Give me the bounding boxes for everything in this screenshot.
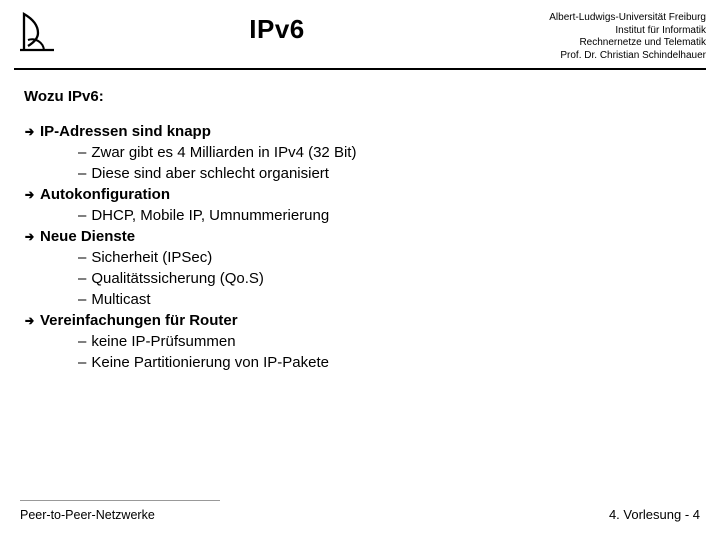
bullet-level-2: –Keine Partitionierung von IP-Pakete <box>24 354 696 371</box>
affiliation-block: Albert-Ludwigs-Universität Freiburg Inst… <box>496 10 706 62</box>
dash-icon: – <box>78 165 86 182</box>
dash-icon: – <box>78 291 86 308</box>
bullet-text: Multicast <box>91 291 150 308</box>
bullet-text: keine IP-Prüfsummen <box>91 333 235 350</box>
slide-footer: Peer-to-Peer-Netzwerke 4. Vorlesung - 4 <box>0 492 720 540</box>
bullet-level-2: –Multicast <box>24 291 696 308</box>
bullet-text: Diese sind aber schlecht organisiert <box>91 165 329 182</box>
bullet-level-1: Vereinfachungen für Router <box>24 312 696 329</box>
bullet-level-1: IP-Adressen sind knapp <box>24 123 696 140</box>
bullet-level-1: Neue Dienste <box>24 228 696 245</box>
dash-icon: – <box>78 270 86 287</box>
bullet-level-2: –Sicherheit (IPSec) <box>24 249 696 266</box>
slide-title: IPv6 <box>58 14 496 45</box>
bullet-level-2: –Qualitätssicherung (Qo.S) <box>24 270 696 287</box>
affil-line: Rechnernetze und Telematik <box>496 37 706 50</box>
affil-line: Albert-Ludwigs-Universität Freiburg <box>496 12 706 25</box>
title-area: IPv6 <box>58 10 496 45</box>
bullet-level-2: –DHCP, Mobile IP, Umnummerierung <box>24 207 696 224</box>
slide-content: Wozu IPv6: IP-Adressen sind knapp–Zwar g… <box>0 70 720 371</box>
affil-line: Institut für Informatik <box>496 25 706 38</box>
bullet-text: Zwar gibt es 4 Milliarden in IPv4 (32 Bi… <box>91 144 356 161</box>
slide-header: IPv6 Albert-Ludwigs-Universität Freiburg… <box>0 0 720 64</box>
section-title: Wozu IPv6: <box>24 88 696 105</box>
footer-left: Peer-to-Peer-Netzwerke <box>20 508 155 522</box>
dash-icon: – <box>78 354 86 371</box>
bullet-text: Keine Partitionierung von IP-Pakete <box>91 354 329 371</box>
affil-line: Prof. Dr. Christian Schindelhauer <box>496 50 706 63</box>
dash-icon: – <box>78 333 86 350</box>
dash-icon: – <box>78 249 86 266</box>
dash-icon: – <box>78 207 86 224</box>
footer-right: 4. Vorlesung - 4 <box>609 507 700 522</box>
bullet-level-2: –keine IP-Prüfsummen <box>24 333 696 350</box>
dash-icon: – <box>78 144 86 161</box>
bullet-level-2: –Diese sind aber schlecht organisiert <box>24 165 696 182</box>
bullet-level-2: –Zwar gibt es 4 Milliarden in IPv4 (32 B… <box>24 144 696 161</box>
bullet-text: Qualitätssicherung (Qo.S) <box>91 270 264 287</box>
university-logo <box>14 10 58 54</box>
bullet-text: Sicherheit (IPSec) <box>91 249 212 266</box>
footer-divider <box>20 500 220 501</box>
bullet-list: IP-Adressen sind knapp–Zwar gibt es 4 Mi… <box>24 123 696 371</box>
bullet-text: DHCP, Mobile IP, Umnummerierung <box>91 207 329 224</box>
bullet-level-1: Autokonfiguration <box>24 186 696 203</box>
